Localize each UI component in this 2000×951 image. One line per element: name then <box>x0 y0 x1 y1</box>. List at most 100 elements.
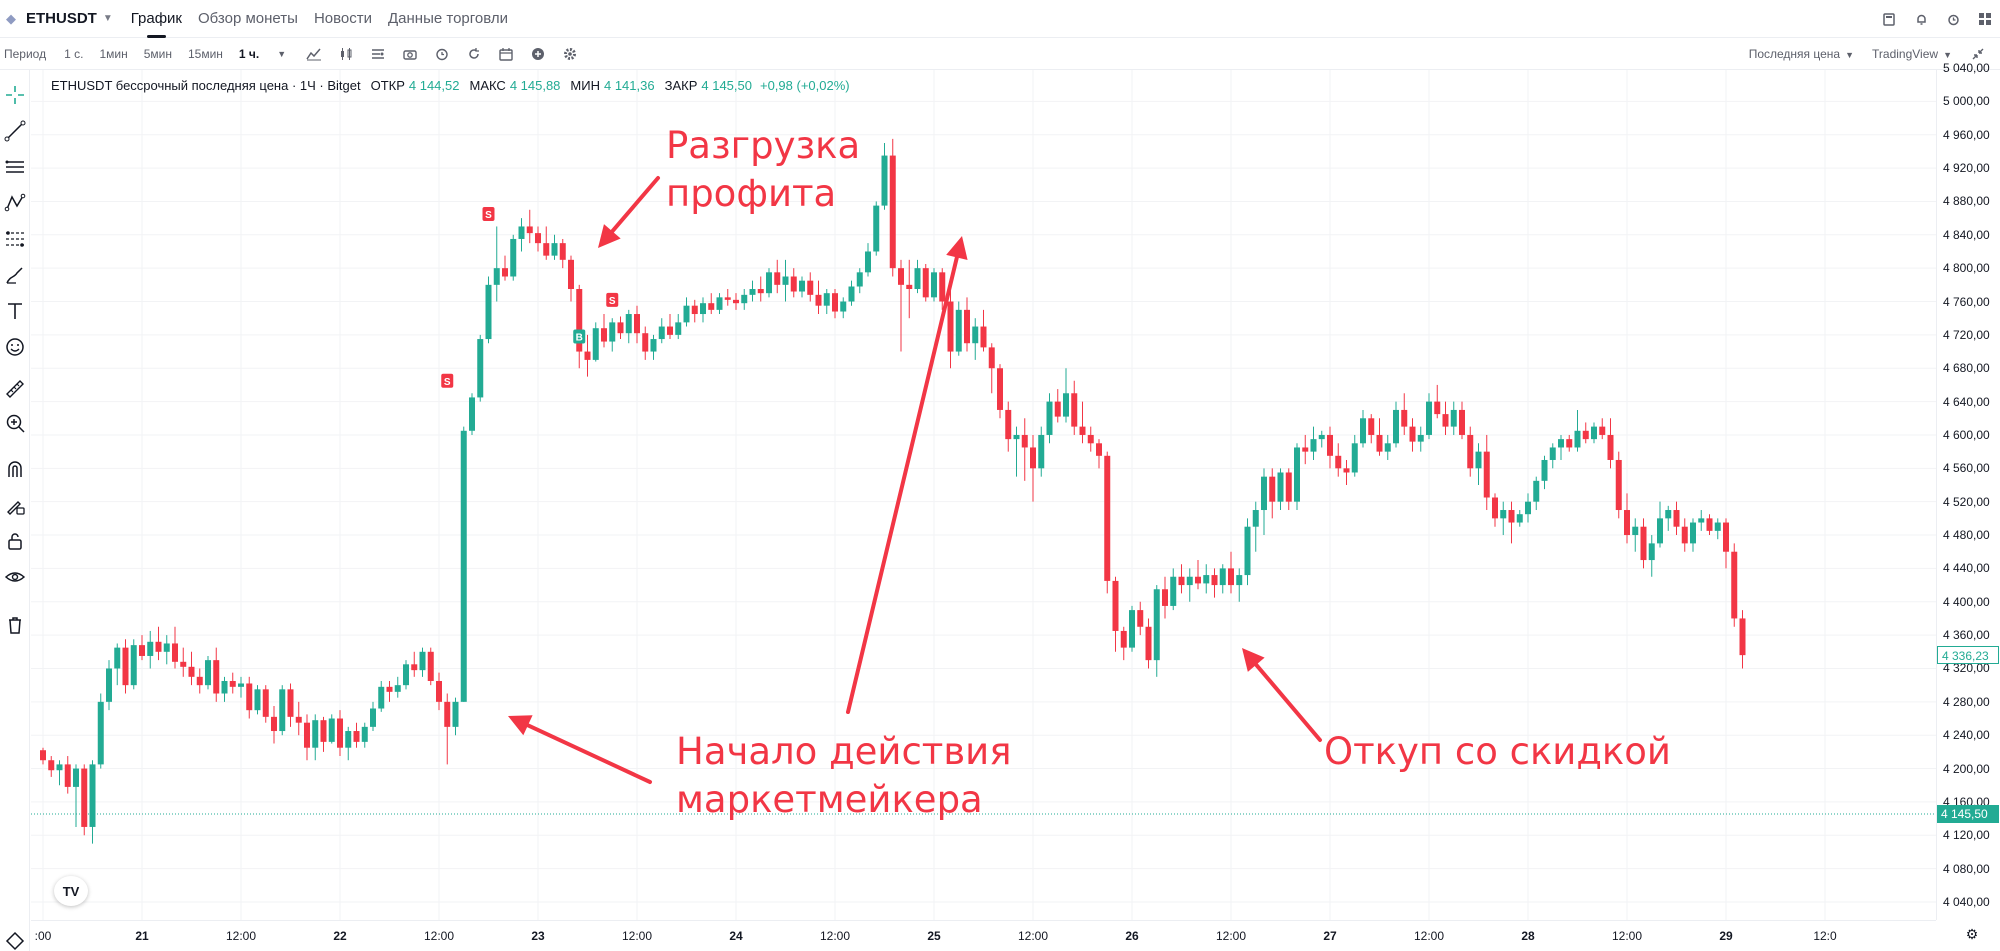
candle <box>1525 493 1531 523</box>
alert-clock-icon[interactable] <box>434 46 450 62</box>
template-icon[interactable] <box>370 46 386 62</box>
candle-body <box>741 294 748 304</box>
chart-pane[interactable]: S S S B <box>31 70 1936 920</box>
timeframe-1h[interactable]: 1 ч. <box>238 46 260 61</box>
bell-icon[interactable] <box>1914 12 1928 26</box>
view-select[interactable]: TradingView ▼ <box>1872 47 1952 61</box>
timeframe-1m[interactable]: 1мин <box>99 46 128 61</box>
price-tick-label: 4 120,00 <box>1943 828 1990 843</box>
candle <box>1360 409 1366 448</box>
candle <box>1112 576 1119 652</box>
text-tool-icon[interactable] <box>2 298 28 324</box>
sell-marker[interactable]: S <box>482 206 495 221</box>
arrow-head <box>1242 648 1265 672</box>
candle <box>427 647 434 686</box>
candle <box>914 259 921 294</box>
tab-chart[interactable]: График <box>131 0 182 38</box>
candle-body <box>906 284 913 290</box>
pattern-icon[interactable] <box>2 190 28 216</box>
annotation-profit-unload-line1: Разгрузка <box>666 124 861 167</box>
plus-circle-icon[interactable] <box>530 46 546 62</box>
object-tree-icon[interactable] <box>2 928 28 951</box>
trash-icon[interactable] <box>2 612 28 638</box>
tab-coin-overview[interactable]: Обзор монеты <box>198 9 298 27</box>
price-tick-label: 4 400,00 <box>1943 594 1990 609</box>
time-axis[interactable]: :00 21 12:00 22 12:00 23 12:00 24 12:00 25 12:00 26… <box>31 920 1936 951</box>
emoji-icon[interactable] <box>2 334 28 360</box>
settings-icon[interactable]: ⚙ <box>1965 925 1979 942</box>
candle <box>386 680 393 702</box>
timeframe-15m[interactable]: 15мин <box>187 46 223 61</box>
candle-body <box>592 328 599 360</box>
candle <box>939 268 946 310</box>
candle <box>1277 468 1284 511</box>
timeframe-1s[interactable]: 1 с. <box>64 46 84 61</box>
time-tick-label: 28 <box>1521 929 1535 943</box>
candle-body <box>1269 476 1276 502</box>
candle <box>931 268 937 302</box>
sell-marker[interactable]: S <box>606 292 619 307</box>
timeframe-5m[interactable]: 5мин <box>143 46 172 61</box>
candle <box>559 238 566 269</box>
horizontal-lines-icon[interactable] <box>2 154 28 180</box>
collapse-icon[interactable] <box>1970 46 1986 62</box>
crosshair-icon[interactable] <box>2 82 28 108</box>
legend-high-value: 4 145,88 <box>509 78 561 93</box>
fib-retracement-icon[interactable] <box>2 226 28 252</box>
candle-body <box>799 280 805 292</box>
candle <box>1582 422 1589 444</box>
candle-body <box>922 268 929 298</box>
arrow-discount-buyback <box>1242 648 1322 742</box>
candle <box>122 639 129 694</box>
replay-icon[interactable] <box>466 46 482 62</box>
eye-icon[interactable] <box>2 564 28 590</box>
trend-line-icon[interactable] <box>2 118 28 144</box>
candle-body <box>972 326 979 344</box>
candles-icon[interactable] <box>338 46 354 62</box>
calendar-icon[interactable] <box>498 46 514 62</box>
candle-body <box>576 289 583 352</box>
symbol-dropdown-chevron-icon[interactable]: ▼ <box>102 13 113 24</box>
price-type-select[interactable]: Последняя цена ▼ <box>1749 47 1854 61</box>
candle-body <box>1393 409 1399 444</box>
bookmark-icon[interactable] <box>1882 12 1896 26</box>
tab-news[interactable]: Новости <box>313 9 373 27</box>
tradingview-logo[interactable]: TV <box>54 876 88 906</box>
symbol-name[interactable]: ETHUSDT <box>26 10 97 27</box>
candle-body <box>1723 522 1729 552</box>
candle <box>609 318 616 352</box>
candle <box>1731 543 1738 627</box>
indicators-icon[interactable] <box>306 46 322 62</box>
buy-marker[interactable]: B <box>573 329 586 344</box>
candlestick-chart[interactable]: S S S B <box>31 70 1936 920</box>
candle-body <box>312 720 319 748</box>
camera-icon[interactable] <box>402 46 418 62</box>
gear-icon[interactable] <box>562 46 578 62</box>
brush-icon[interactable] <box>2 262 28 288</box>
candle-body <box>1665 510 1672 519</box>
candle-body <box>1021 434 1028 448</box>
tab-trading-data[interactable]: Данные торговли <box>388 9 509 27</box>
timeframe-dropdown-icon[interactable]: ▼ <box>277 48 287 59</box>
candle-body <box>856 272 863 287</box>
ruler-icon[interactable] <box>2 376 28 402</box>
price-tick-label: 5 000,00 <box>1943 94 1990 109</box>
grid-icon[interactable] <box>1978 12 1992 26</box>
candle <box>543 226 550 260</box>
zoom-in-icon[interactable] <box>2 410 28 436</box>
candle-body <box>328 718 335 742</box>
lock-drawing-icon[interactable] <box>2 492 28 518</box>
candle-body <box>295 716 302 723</box>
candle-body <box>139 645 145 656</box>
lock-icon[interactable] <box>2 528 28 554</box>
price-tick-label: 4 720,00 <box>1943 327 1990 342</box>
candle <box>40 747 46 765</box>
sell-marker[interactable]: S <box>441 373 454 388</box>
candle-body <box>551 243 558 256</box>
candle-body <box>625 314 632 334</box>
candle <box>790 268 797 298</box>
alarm-icon[interactable] <box>1946 12 1960 26</box>
candle <box>419 647 426 677</box>
price-axis[interactable]: 5 040,00 5 000,00 4 960,00 4 920,00 4 880,00… <box>1936 61 2000 920</box>
magnet-icon[interactable] <box>2 456 28 482</box>
